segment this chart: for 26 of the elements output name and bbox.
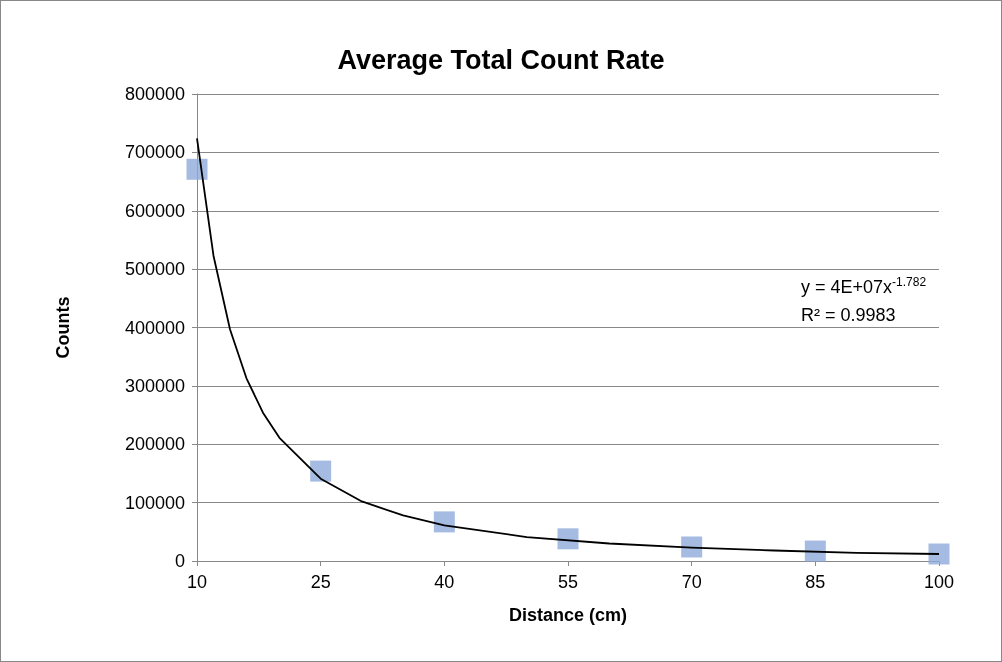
chart-title: Average Total Count Rate [337, 44, 665, 75]
x-tick-label: 25 [310, 572, 331, 592]
annotation: R² = 0.9983 [801, 305, 896, 325]
point [681, 536, 703, 558]
y-tick-label: 100000 [124, 492, 185, 513]
y-tick-label: 500000 [124, 259, 185, 280]
y-tick-label: 0 [174, 551, 185, 571]
point [804, 540, 826, 562]
y-tick-label: 800000 [124, 84, 185, 104]
point [557, 528, 579, 550]
point [928, 543, 950, 565]
y-tick-label: 300000 [124, 375, 185, 396]
x-tick-label: 40 [434, 572, 455, 592]
x-tick-label: 100 [923, 572, 955, 592]
x-axis-title: Distance (cm) [508, 605, 628, 625]
y-tick-label: 600000 [124, 200, 185, 221]
y-tick-label: 200000 [124, 434, 185, 455]
y-tick-label: 700000 [124, 142, 185, 163]
y-axis-title: Counts [53, 296, 73, 359]
y-tick-label: 400000 [124, 317, 185, 338]
x-tick-label: 70 [681, 572, 702, 592]
x-tick-label: 55 [557, 572, 579, 592]
point [186, 158, 208, 180]
x-tick-label: 85 [805, 572, 826, 592]
point [433, 511, 455, 533]
x-tick-label: 10 [186, 572, 208, 592]
